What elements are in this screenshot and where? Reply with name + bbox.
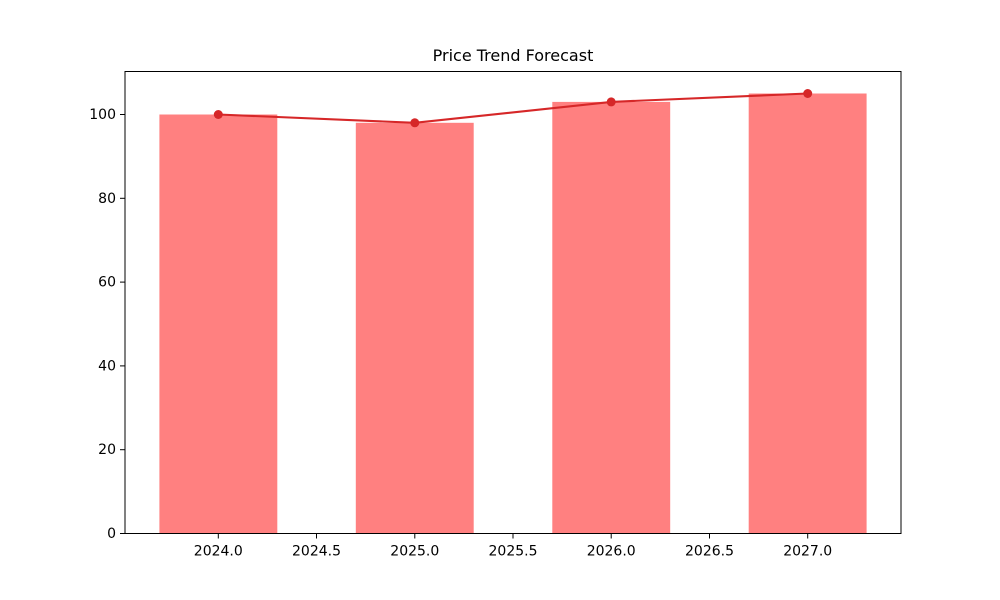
- bars-group: [159, 93, 867, 534]
- trend-line: [218, 92, 808, 124]
- trend-marker-2026: [606, 97, 616, 107]
- chart-title: Price Trend Forecast: [432, 46, 594, 65]
- y-tick-label: 100: [89, 107, 116, 123]
- trend-marker-2027: [803, 89, 813, 98]
- x-tick-label: 2026.0: [587, 544, 636, 560]
- x-tick-label: 2024.5: [292, 544, 341, 560]
- bar-2024: [159, 114, 278, 534]
- x-tick-label: 2024.0: [194, 544, 243, 560]
- y-tick-label: 0: [107, 526, 116, 542]
- bar-2025: [355, 122, 474, 534]
- y-tick-label: 80: [98, 191, 116, 207]
- bar-2027: [748, 93, 867, 534]
- bar-2026: [552, 101, 671, 534]
- x-tick-label: 2025.5: [489, 544, 538, 560]
- ticks-group: 2024.0 2024.5 2025.0 2025.5 2026.0 2026.5 2027…: [89, 107, 832, 560]
- x-tick-label: 2025.0: [390, 544, 439, 560]
- y-tick-label: 60: [98, 275, 116, 291]
- y-tick-label: 20: [98, 442, 116, 458]
- x-tick-label: 2027.0: [783, 544, 832, 560]
- trend-marker-2024: [213, 110, 223, 119]
- trend-marker-2025: [410, 118, 420, 128]
- y-tick-label: 40: [98, 358, 116, 374]
- x-tick-label: 2026.5: [685, 544, 734, 560]
- line-group: [213, 89, 813, 128]
